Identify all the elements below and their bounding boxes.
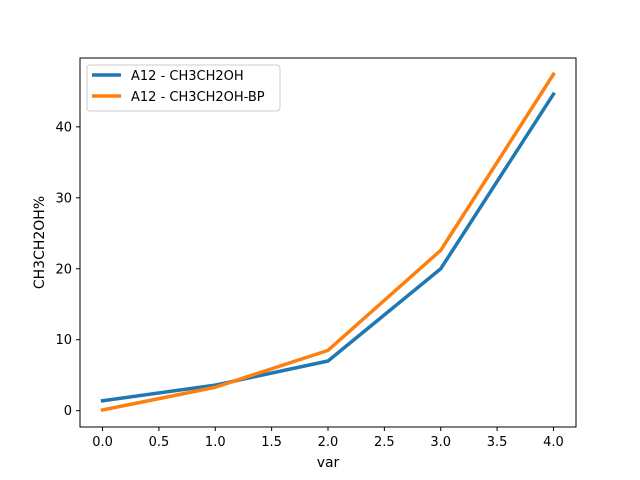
x-tick-label: 3.0 <box>430 435 451 450</box>
x-tick-label: 2.5 <box>374 435 395 450</box>
x-tick-label: 2.0 <box>318 435 339 450</box>
y-axis-label: CH3CH2OH% <box>32 196 48 289</box>
x-tick-label: 3.5 <box>487 435 508 450</box>
legend-label-2: A12 - CH3CH2OH-BP <box>131 90 265 105</box>
series-lines <box>100 71 556 413</box>
y-tick-label: 40 <box>55 120 72 135</box>
legend-box <box>86 64 281 112</box>
x-tick-label: 0.0 <box>92 435 113 450</box>
x-tick-label: 4.0 <box>543 435 564 450</box>
legend-label-1: A12 - CH3CH2OH <box>131 69 244 84</box>
series-line-2 <box>100 71 556 413</box>
x-tick-label: 1.0 <box>205 435 226 450</box>
x-axis-label: var <box>317 455 340 471</box>
y-tick-label: 20 <box>55 262 72 277</box>
series-line-1 <box>100 91 556 403</box>
legend: A12 - CH3CH2OH A12 - CH3CH2OH-BP <box>86 64 281 112</box>
y-axis-ticks: 0 10 20 30 40 <box>55 120 80 419</box>
x-tick-label: 1.5 <box>261 435 282 450</box>
x-tick-label: 0.5 <box>149 435 170 450</box>
plot-area <box>80 58 576 427</box>
x-axis-ticks: 0.0 0.5 1.0 1.5 2.0 2.5 3.0 3.5 4.0 <box>92 427 564 450</box>
y-tick-label: 0 <box>64 404 72 419</box>
y-tick-label: 30 <box>55 191 72 206</box>
y-tick-label: 10 <box>55 333 72 348</box>
